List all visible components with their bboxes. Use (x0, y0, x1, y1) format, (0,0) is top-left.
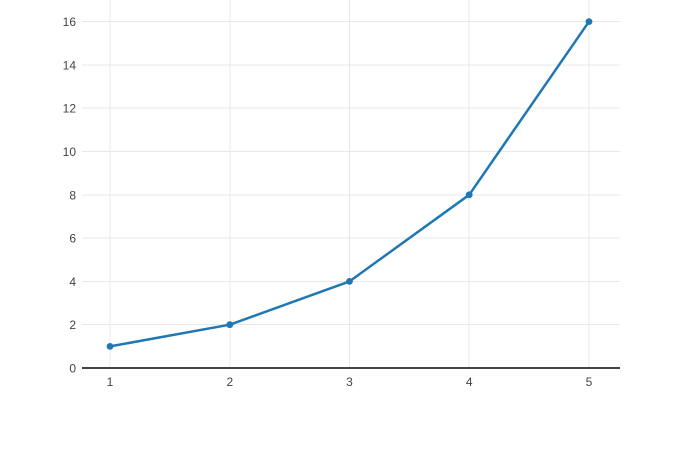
data-point-marker[interactable] (226, 321, 234, 329)
y-tick-label: 4 (69, 275, 76, 289)
x-tick-label: 2 (226, 375, 233, 389)
y-tick-label: 8 (69, 188, 76, 202)
y-tick-label: 6 (69, 232, 76, 246)
y-tick-label: 16 (63, 15, 77, 29)
data-point-marker[interactable] (346, 278, 353, 285)
x-tick-label: 4 (466, 375, 473, 389)
plot-area[interactable] (82, 0, 620, 368)
y-tick-label: 12 (63, 102, 77, 116)
data-point-marker[interactable] (106, 343, 114, 350)
y-tick-label: 2 (69, 318, 76, 332)
x-tick-label: 1 (107, 375, 114, 389)
data-point-marker[interactable] (585, 18, 593, 25)
data-point-marker[interactable] (465, 191, 473, 199)
y-tick-label: 10 (63, 145, 77, 159)
x-tick-label: 5 (586, 375, 593, 389)
y-tick-label: 0 (69, 362, 76, 376)
x-tick-label: 3 (346, 375, 353, 389)
y-tick-label: 14 (63, 58, 77, 72)
